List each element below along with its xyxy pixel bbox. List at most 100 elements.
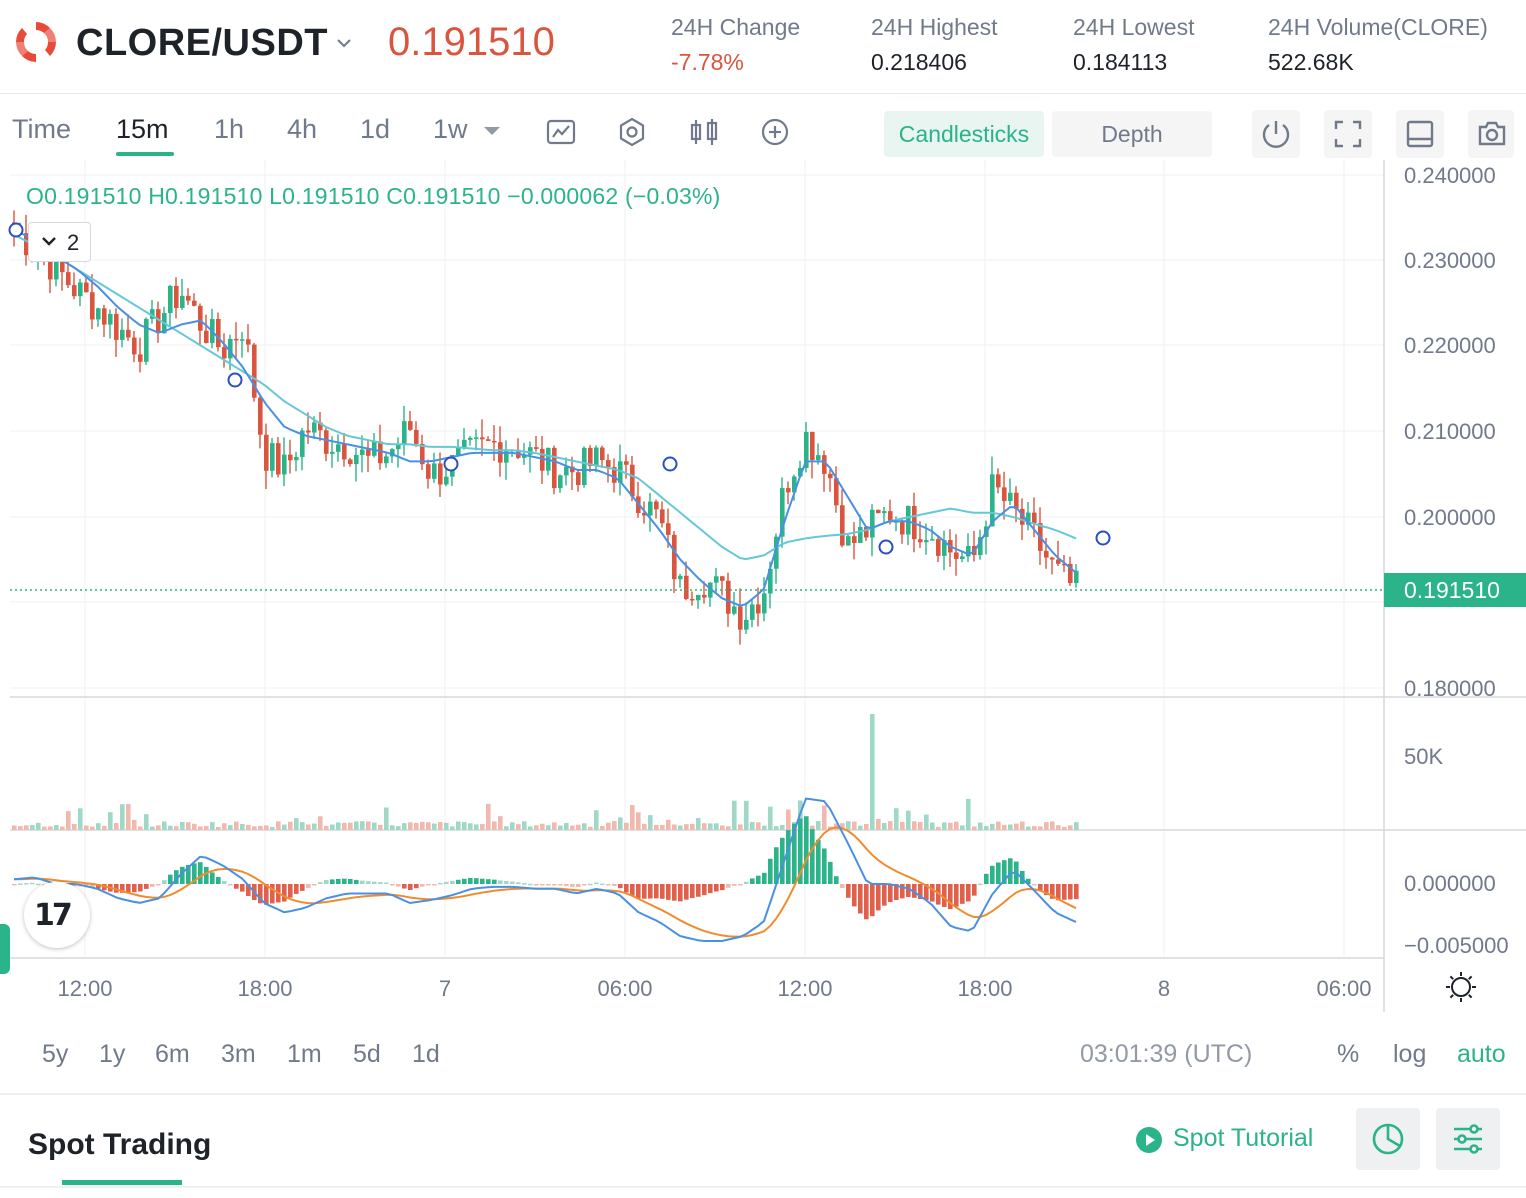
interval-1w[interactable]: 1w	[433, 114, 468, 144]
candle-body	[138, 354, 143, 362]
candle-body	[780, 488, 785, 537]
settings-icon[interactable]	[616, 116, 648, 148]
candle-body	[888, 511, 893, 523]
spot-tutorial-link[interactable]: Spot Tutorial	[1173, 1124, 1314, 1152]
range-1d[interactable]: 1d	[412, 1040, 440, 1068]
indicator-icon[interactable]	[545, 116, 577, 148]
volume-bar	[1050, 821, 1055, 830]
price-tick-label: 0.180000	[1404, 676, 1496, 701]
macd-histogram-bar	[186, 864, 191, 884]
volume-bar	[108, 812, 113, 830]
macd-histogram-bar	[96, 884, 101, 889]
macd-histogram-bar	[858, 884, 863, 914]
candle-body	[672, 534, 677, 580]
macd-histogram-bar	[498, 880, 503, 884]
fullscreen-button[interactable]	[1324, 110, 1372, 158]
candle	[138, 337, 143, 373]
time-button[interactable]: Time	[12, 114, 71, 144]
candle	[780, 477, 785, 548]
volume-bar	[930, 822, 935, 830]
indicator-toggle[interactable]: 2	[28, 222, 91, 262]
macd-histogram-bar	[732, 884, 737, 886]
volume-bar	[528, 826, 533, 830]
range-5y[interactable]: 5y	[42, 1040, 69, 1068]
tradingview-logo[interactable]: 17	[24, 882, 90, 948]
candlesticks-toggle[interactable]: Candlesticks	[884, 111, 1044, 157]
macd-histogram-bar	[534, 884, 539, 886]
interval-1h[interactable]: 1h	[214, 114, 245, 144]
candle	[834, 466, 839, 513]
candle-body	[402, 421, 407, 444]
macd-histogram-bar	[690, 884, 695, 899]
auto-scale-toggle[interactable]: auto	[1457, 1040, 1506, 1068]
volume-bar	[156, 825, 161, 830]
candle	[696, 594, 701, 609]
interval-1d[interactable]: 1d	[360, 114, 391, 144]
volume-bar	[342, 822, 347, 830]
candle-body	[738, 606, 743, 630]
macd-histogram-bar	[162, 880, 167, 884]
play-icon[interactable]	[1135, 1126, 1163, 1154]
layout-button[interactable]	[1396, 110, 1444, 158]
last-price: 0.191510	[388, 20, 555, 64]
pie-chart-icon	[1372, 1123, 1404, 1155]
volume-bar	[420, 821, 425, 830]
range-1m[interactable]: 1m	[287, 1040, 322, 1068]
candle-body	[648, 501, 653, 516]
compare-icon[interactable]	[688, 116, 720, 148]
candle-body	[726, 580, 731, 614]
interval-15m[interactable]: 15m	[116, 114, 169, 144]
macd-histogram-bar	[540, 884, 545, 886]
interval-4h[interactable]: 4h	[287, 114, 318, 144]
volume-bar	[894, 808, 899, 830]
candle-body	[876, 509, 881, 514]
macd-histogram-bar	[696, 884, 701, 897]
ma-cross-marker	[662, 456, 678, 472]
volume-bar	[474, 824, 479, 830]
add-icon[interactable]	[759, 116, 791, 148]
time-tick-label: 06:00	[597, 976, 652, 1001]
log-scale-toggle[interactable]: log	[1393, 1040, 1427, 1068]
candle-body	[1056, 559, 1061, 564]
range-5d[interactable]: 5d	[353, 1040, 381, 1068]
spot-trading-tab[interactable]: Spot Trading	[28, 1128, 212, 1161]
filter-settings-button[interactable]	[1436, 1108, 1500, 1170]
pie-chart-button[interactable]	[1356, 1108, 1420, 1170]
macd-histogram-bar	[648, 884, 653, 899]
volume-bar	[990, 823, 995, 830]
candle-body	[180, 295, 185, 309]
volume-bar	[732, 800, 737, 830]
snapshot-button[interactable]	[1468, 110, 1514, 158]
candle-body	[630, 464, 635, 497]
depth-toggle[interactable]: Depth	[1052, 111, 1212, 157]
volume-bar	[330, 824, 335, 830]
range-3m[interactable]: 3m	[221, 1040, 256, 1068]
candle-body	[978, 537, 983, 556]
volume-bar	[144, 814, 149, 830]
price-tick-label: 0.200000	[1404, 505, 1496, 530]
volume-bar	[126, 804, 131, 830]
candle	[648, 492, 653, 532]
macd-histogram-bar	[474, 878, 479, 884]
power-button[interactable]	[1252, 110, 1300, 158]
caret-down-icon[interactable]	[482, 125, 502, 137]
range-1y[interactable]: 1y	[99, 1040, 126, 1068]
range-6m[interactable]: 6m	[155, 1040, 190, 1068]
price-chart[interactable]: 0.240000 0.230000 0.220000 0.210000 0.200000…	[0, 160, 1526, 1018]
price-tick-label: 0.210000	[1404, 419, 1496, 444]
percent-scale-toggle[interactable]: %	[1337, 1040, 1360, 1068]
drawing-toolbar-toggle[interactable]	[0, 924, 10, 974]
macd-histogram-bar	[762, 872, 767, 884]
candle-body	[1014, 492, 1019, 509]
volume-bar	[324, 825, 329, 830]
trading-pair[interactable]: CLORE/USDT	[76, 22, 328, 64]
candle-body	[810, 431, 815, 460]
volume-bar	[738, 824, 743, 830]
volume-bar	[720, 825, 725, 830]
macd-histogram-bar	[234, 884, 239, 889]
chevron-down-icon[interactable]	[333, 32, 355, 54]
volume-bar	[522, 821, 527, 830]
utc-clock[interactable]: 03:01:39 (UTC)	[1080, 1040, 1253, 1068]
macd-histogram-bar	[552, 884, 557, 886]
candle	[90, 274, 95, 330]
